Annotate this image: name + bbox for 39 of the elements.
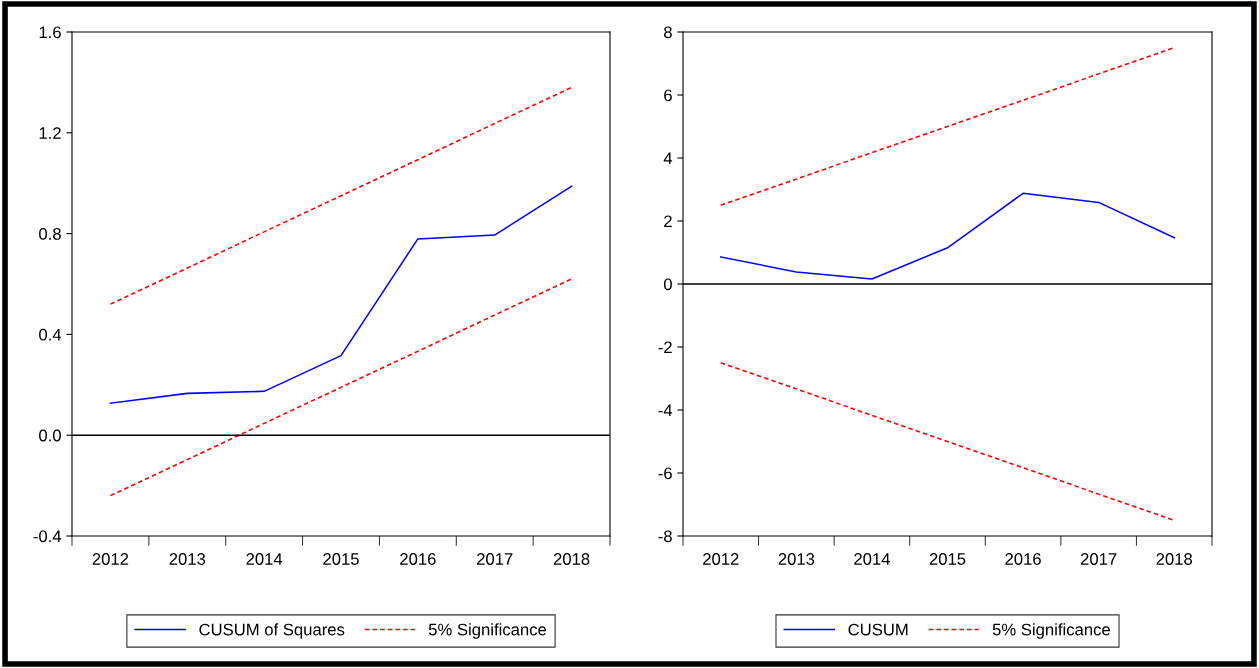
x-tick-label: 2014	[246, 553, 283, 565]
line-series	[109, 185, 573, 404]
y-tick-label: -2	[658, 341, 672, 354]
x-tick-label: 2017	[1080, 553, 1117, 565]
y-tick-label: 6	[664, 89, 672, 102]
line-series	[109, 86, 573, 305]
y-tick-label: -6	[658, 467, 672, 480]
legend-label: CUSUM	[848, 623, 908, 636]
line-series	[720, 361, 1175, 522]
x-tick-label: 2013	[169, 553, 206, 565]
line-series	[720, 46, 1175, 207]
x-tick-label: 2016	[1005, 553, 1041, 565]
y-tick-label: 1.6	[39, 26, 61, 39]
y-tick-label: 8	[664, 26, 672, 39]
y-tick-label: 1.2	[39, 127, 61, 139]
y-tick-label: -8	[658, 530, 672, 543]
x-tick-label: 2018	[553, 553, 590, 565]
x-tick-label: 2015	[929, 553, 966, 565]
line-series	[720, 192, 1175, 280]
y-tick-label: 0.4	[39, 328, 62, 341]
y-tick-label: -0.4	[33, 530, 62, 543]
y-tick-label: 0.8	[39, 228, 61, 240]
y-tick-label: 0.0	[39, 429, 61, 442]
y-tick-label: 2	[664, 215, 672, 228]
x-tick-label: 2015	[323, 553, 359, 565]
legend-label: 5% Significance	[428, 623, 547, 639]
y-tick-label: 4	[663, 152, 673, 165]
line-series	[109, 278, 573, 497]
x-tick-label: 2018	[1156, 553, 1193, 565]
y-tick-label: 0	[663, 278, 672, 291]
x-tick-label: 2017	[477, 553, 513, 565]
legend-label: 5% Significance	[992, 623, 1110, 639]
x-tick-label: 2012	[703, 553, 739, 565]
x-tick-label: 2016	[400, 553, 436, 565]
y-tick-label: -4	[658, 404, 673, 417]
legend-label: CUSUM of Squares	[199, 623, 345, 639]
x-tick-label: 2012	[92, 553, 129, 565]
x-tick-label: 2014	[854, 553, 890, 565]
x-tick-label: 2013	[778, 553, 815, 565]
